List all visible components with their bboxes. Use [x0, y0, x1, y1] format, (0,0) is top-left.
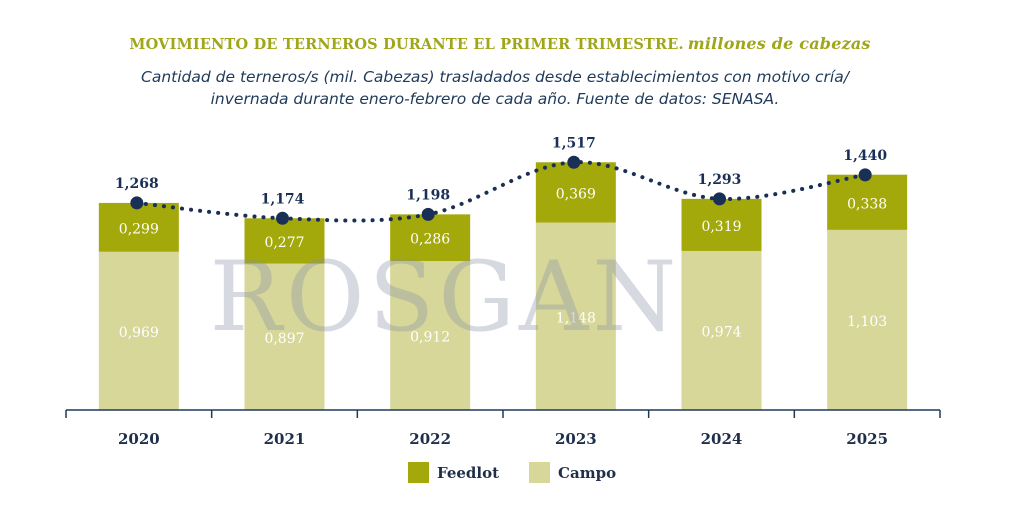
bar-feedlot-2020: [98, 202, 179, 252]
label-feedlot-2025: 0,338: [847, 196, 887, 212]
label-feedlot-2020: 0,299: [119, 221, 159, 237]
total-point-2021: [276, 211, 289, 225]
x-tick-2023: 2023: [555, 430, 597, 448]
x-tick-2021: 2021: [264, 430, 306, 448]
total-label-2021: 1,174: [261, 191, 305, 207]
bar-feedlot-2021: [244, 218, 325, 264]
total-label-2022: 1,198: [406, 187, 450, 203]
bar-campo-2022: [390, 261, 471, 410]
total-label-2025: 1,440: [843, 148, 887, 164]
label-feedlot-2021: 0,277: [264, 235, 304, 251]
total-point-2024: [713, 192, 726, 206]
label-feedlot-2023: 0,369: [556, 186, 596, 202]
bar-feedlot-2023: [535, 162, 616, 223]
bar-campo-2023: [535, 222, 616, 410]
bar-campo-2025: [827, 229, 908, 410]
label-campo-2020: 0,969: [119, 325, 159, 341]
total-point-2025: [858, 168, 872, 182]
subtitle-line-1: Cantidad de terneros/s (mil. Cabezas) tr…: [141, 68, 849, 86]
bar-campo-2021: [244, 263, 325, 410]
legend-swatch-feedlot: [408, 462, 429, 483]
legend-label-campo: Campo: [558, 463, 617, 482]
legend: Feedlot Campo: [408, 462, 616, 483]
bar-feedlot-2022: [390, 214, 471, 262]
legend-item-feedlot: Feedlot: [408, 462, 499, 483]
legend-label-feedlot: Feedlot: [437, 463, 500, 482]
label-campo-2022: 0,912: [410, 330, 450, 346]
legend-swatch-campo: [529, 462, 551, 483]
x-tick-2025: 2025: [846, 430, 888, 448]
total-label-2024: 1,293: [698, 172, 742, 188]
label-campo-2023: 1,148: [556, 310, 596, 326]
watermark-text: ROSGAN: [210, 241, 681, 353]
label-campo-2024: 0,974: [701, 324, 741, 340]
bar-campo-2020: [98, 251, 179, 410]
label-feedlot-2022: 0,286: [410, 232, 450, 248]
chart-title-main: MOVIMIENTO DE TERNEROS DURANTE EL PRIMER…: [129, 36, 684, 53]
label-feedlot-2024: 0,319: [701, 219, 741, 235]
chart-title: MOVIMIENTO DE TERNEROS DURANTE EL PRIMER…: [0, 34, 1000, 53]
x-tick-2022: 2022: [409, 430, 451, 448]
bar-feedlot-2024: [681, 198, 762, 251]
total-point-2020: [130, 196, 144, 210]
chart-title-units: millones de cabezas: [687, 34, 871, 53]
legend-item-campo: Campo: [529, 462, 616, 483]
total-point-2023: [567, 155, 581, 169]
total-point-2022: [421, 207, 435, 221]
chart-subtitle: Cantidad de terneros/s (mil. Cabezas) tr…: [0, 66, 990, 110]
label-campo-2021: 0,897: [264, 331, 304, 347]
total-label-2020: 1,268: [115, 176, 159, 192]
total-line: [134, 160, 868, 223]
subtitle-line-2: invernada durante enero-febrero de cada …: [210, 90, 780, 108]
bar-feedlot-2025: [827, 174, 908, 230]
x-tick-2020: 2020: [118, 430, 160, 448]
x-tick-2024: 2024: [701, 430, 743, 448]
total-label-2023: 1,517: [552, 135, 596, 151]
bar-campo-2024: [681, 250, 762, 410]
label-campo-2025: 1,103: [847, 314, 887, 330]
